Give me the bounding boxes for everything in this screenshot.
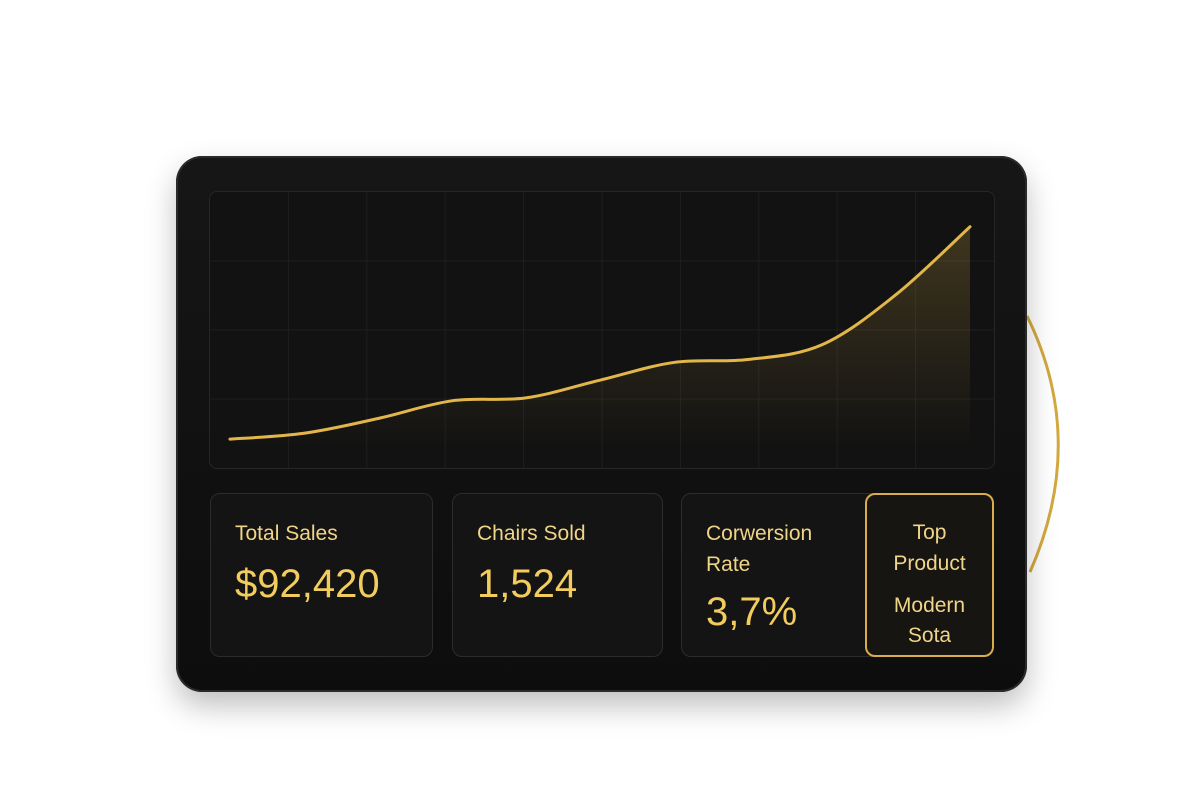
sales-trend-svg [210,192,994,468]
top-product-label: Top Product [893,521,966,575]
total-sales-label: Total Sales [235,522,338,545]
total-sales-value: $92,420 [235,562,380,606]
chart-area-glow [230,226,970,448]
conversion-rate-card[interactable]: Corwersion Rate 3,7% [681,493,881,657]
sales-trend-chart [209,191,995,469]
top-product-value: Modern Sota [893,594,966,647]
chairs-sold-value: 1,524 [477,562,578,606]
chart-series-line [228,225,972,441]
conversion-rate-label: Corwersion Rate [706,522,813,576]
chairs-sold-label: Chairs Sold [477,522,586,545]
conversion-rate-value: 3,7% [706,590,798,634]
top-product-card[interactable]: Top Product Modern Sota [865,493,994,657]
chairs-sold-card[interactable]: Chairs Sold 1,524 [452,493,663,657]
chart-points [229,226,971,440]
dashboard-device: Total Sales $92,420 Chairs Sold 1,524 Co… [176,156,1027,692]
total-sales-card[interactable]: Total Sales $92,420 [210,493,433,657]
